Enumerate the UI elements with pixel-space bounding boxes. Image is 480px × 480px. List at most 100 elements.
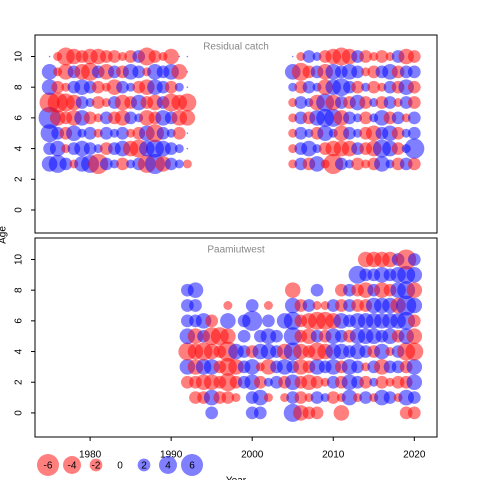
bubble — [310, 391, 324, 404]
y-tick-label: 4 — [14, 145, 25, 151]
legend-label: 0 — [117, 461, 123, 472]
bubble — [186, 71, 189, 73]
bubble — [391, 126, 405, 140]
legend-label: -2 — [92, 461, 101, 472]
bubble — [231, 393, 241, 403]
bubble — [223, 301, 233, 311]
bubble — [253, 406, 267, 420]
bubble — [178, 93, 197, 112]
bubble — [189, 299, 202, 312]
bubble — [221, 391, 235, 404]
x-axis-label: Year — [226, 476, 247, 480]
bubble — [41, 64, 58, 80]
bubble — [309, 156, 325, 172]
bubble — [407, 253, 421, 266]
bubble — [310, 406, 324, 420]
bubble — [66, 125, 82, 142]
y-tick-label: 0 — [14, 207, 25, 213]
x-tick-label: 1990 — [160, 450, 183, 461]
legend-bubble — [137, 458, 151, 472]
bubble — [359, 50, 373, 63]
legend-bubble — [89, 458, 103, 472]
bubble — [270, 329, 283, 343]
bubble — [174, 159, 184, 169]
bubble — [83, 111, 97, 125]
bubble — [132, 65, 146, 79]
bubble — [407, 314, 421, 328]
bubble — [294, 126, 308, 140]
bubble — [237, 329, 251, 343]
bubble — [242, 310, 263, 331]
bubble — [263, 301, 273, 311]
bubble — [99, 126, 113, 140]
bubble — [116, 126, 129, 140]
bubble — [59, 157, 73, 171]
bubble — [374, 343, 390, 360]
bubble — [374, 156, 390, 172]
bubble — [205, 406, 219, 420]
legend-label: 6 — [189, 461, 195, 472]
bubble — [406, 359, 423, 375]
bubble — [244, 359, 260, 375]
y-tick-label: 6 — [14, 318, 25, 324]
legend-label: 2 — [141, 461, 147, 472]
x-tick-label: 2010 — [322, 450, 345, 461]
bubble — [317, 125, 333, 142]
bubble — [302, 80, 316, 94]
bubble — [186, 132, 189, 135]
bubble — [164, 80, 178, 94]
bubble — [406, 267, 423, 283]
bubble — [375, 50, 389, 63]
bubble — [326, 391, 340, 404]
bubble — [343, 126, 356, 140]
bubble — [351, 65, 364, 79]
y-tick-label: 8 — [14, 84, 25, 90]
bubble — [407, 96, 421, 109]
bubble — [407, 391, 421, 404]
bubble — [333, 405, 350, 421]
bubble — [284, 282, 301, 298]
bubble — [172, 126, 186, 140]
bubble — [51, 80, 65, 94]
bubble — [156, 126, 170, 140]
bubble — [407, 50, 421, 63]
bubble — [91, 80, 105, 94]
bubble — [91, 96, 105, 109]
bubble — [294, 391, 308, 404]
bubble — [220, 328, 236, 344]
bubble — [245, 299, 259, 312]
plot-frame — [34, 34, 438, 234]
legend-bubble — [181, 454, 203, 476]
bubble — [294, 96, 308, 109]
y-tick-label: 6 — [14, 115, 25, 121]
bubble — [291, 55, 294, 58]
bubble — [48, 55, 51, 58]
bubble — [391, 111, 405, 125]
y-axis-label: Age — [0, 226, 9, 244]
bubble — [341, 389, 358, 406]
bubble — [343, 111, 356, 125]
bubble — [252, 389, 269, 406]
bubble — [407, 406, 421, 420]
bubble — [405, 342, 424, 361]
bubble — [359, 391, 373, 404]
legend-label: 4 — [165, 461, 171, 472]
bubble — [406, 297, 423, 314]
bubble — [359, 96, 373, 109]
bubble — [163, 48, 179, 65]
bubble — [179, 110, 196, 126]
bubble — [99, 157, 113, 171]
bubble — [310, 283, 324, 297]
panel-title: Residual catch — [203, 42, 269, 53]
y-tick-label: 2 — [14, 176, 25, 182]
x-tick-label: 2020 — [403, 450, 426, 461]
y-tick-label: 2 — [14, 379, 25, 385]
bubble — [406, 328, 423, 344]
bubble — [407, 65, 421, 79]
bubble — [262, 314, 275, 328]
bubble — [407, 80, 421, 94]
bubble — [174, 82, 184, 92]
bubble — [116, 157, 129, 171]
